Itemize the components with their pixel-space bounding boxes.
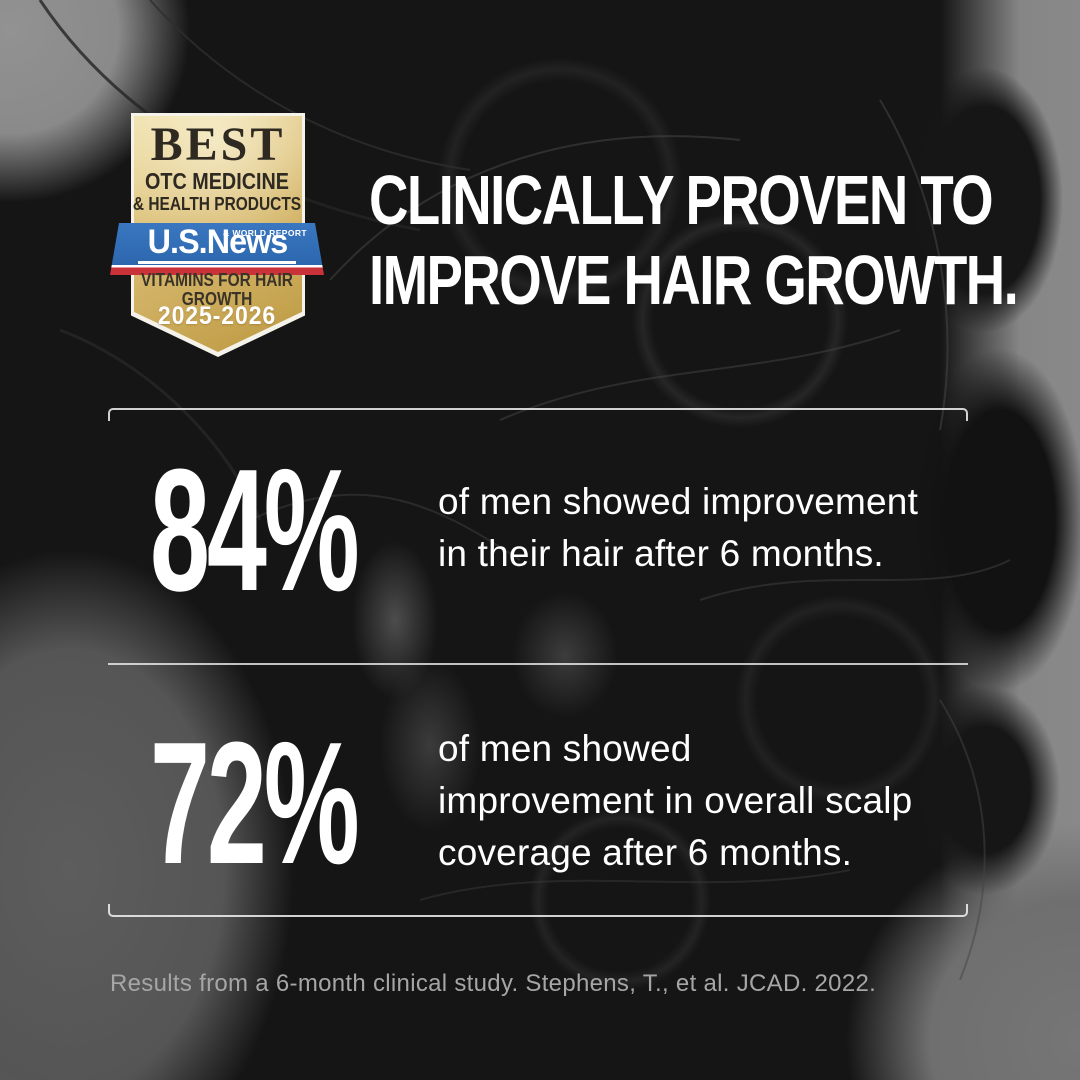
headline-line2: IMPROVE HAIR GROWTH.	[369, 241, 1019, 319]
headline: CLINICALLY PROVEN TO IMPROVE HAIR GROWTH…	[369, 160, 1080, 320]
usnews-logo-suffix: & WORLD REPORT	[223, 228, 307, 238]
usnews-ribbon-inner: U.S.News & WORLD REPORT	[110, 225, 324, 264]
stat-72-text: of men showed improvement in overall sca…	[438, 723, 912, 879]
usnews-ribbon: U.S.News & WORLD REPORT	[110, 223, 324, 275]
divider-middle	[108, 663, 968, 665]
stat-84-text: of men showed improvement in their hair …	[438, 476, 918, 580]
badge-years: 2025-2026	[157, 302, 277, 330]
badge-subtitle-line2: & HEALTH PRODUCTS	[132, 194, 302, 214]
stat-72-text-line3: coverage after 6 months.	[438, 832, 853, 873]
stat-84-text-line1: of men showed improvement	[438, 481, 919, 522]
badge-category-line1: VITAMINS FOR HAIR	[141, 270, 293, 290]
stat-84-text-line2: in their hair after 6 months.	[438, 533, 884, 574]
stat-72-text-line2: improvement in overall scalp	[438, 780, 913, 821]
usnews-logo: U.S.News	[147, 223, 288, 261]
badge-category-line2: GROWTH	[181, 289, 253, 309]
stat-84-value: 84%	[150, 432, 360, 627]
stat-72-value: 72%	[150, 705, 360, 900]
headline-line1: CLINICALLY PROVEN TO	[369, 161, 994, 239]
badge-content: BEST OTC MEDICINE & HEALTH PRODUCTS U.S.…	[110, 113, 324, 359]
usnews-logo-underline	[138, 261, 296, 264]
divider-bracket-bottom	[108, 904, 968, 917]
usnews-award-badge: BEST OTC MEDICINE & HEALTH PRODUCTS U.S.…	[110, 113, 324, 359]
stat-72-text-line1: of men showed	[438, 728, 692, 769]
badge-subtitle-line1: OTC MEDICINE	[145, 168, 289, 194]
citation-text: Results from a 6-month clinical study. S…	[110, 970, 877, 997]
badge-title: BEST	[150, 118, 286, 171]
divider-bracket-top	[108, 408, 968, 421]
